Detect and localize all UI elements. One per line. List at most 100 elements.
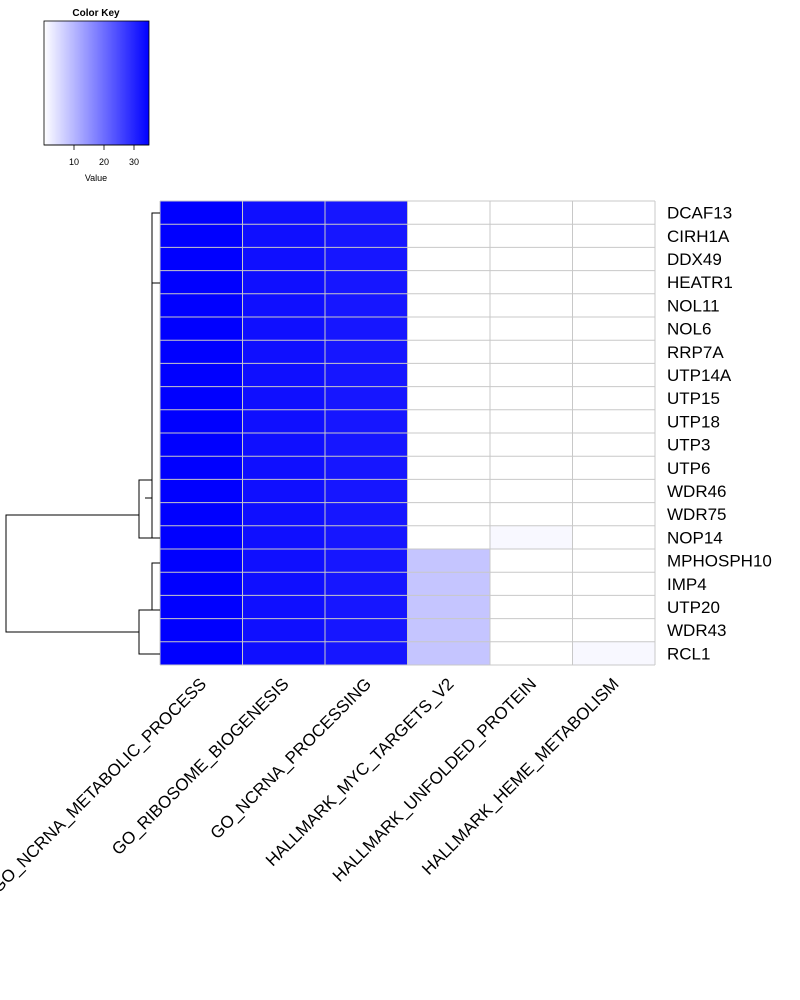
heatmap-cell [242,572,325,596]
heatmap-cell [572,247,655,271]
heatmap-cell [242,456,325,480]
color-key-tick-label: 20 [99,157,109,167]
heatmap-cell [160,317,243,341]
heatmap-cell [325,433,408,457]
heatmap-cell [572,201,655,225]
heatmap-cell [242,340,325,364]
heatmap-cell [242,595,325,619]
heatmap-cell [407,502,490,526]
heatmap-cell [490,572,573,596]
heatmap-cell [572,386,655,410]
heatmap-cell [407,409,490,433]
dendrogram-root [5,514,139,633]
heatmap-cell [572,293,655,317]
heatmap-cell [160,456,243,480]
row-label: IMP4 [667,575,707,594]
heatmap-cell [160,502,243,526]
heatmap-cell [325,317,408,341]
heatmap-cell [490,595,573,619]
heatmap-cell [242,549,325,573]
row-label: CIRH1A [667,227,730,246]
row-dendrogram [5,212,160,655]
heatmap-cell [490,479,573,503]
row-label: RCL1 [667,644,710,663]
heatmap-cell [407,525,490,549]
heatmap-cell [160,572,243,596]
heatmap-cell [572,363,655,387]
heatmap-cell [407,317,490,341]
heatmap-cell [572,224,655,248]
heatmap-cell [572,409,655,433]
heatmap-cell [490,549,573,573]
heatmap-cell [242,502,325,526]
row-label: NOP14 [667,528,723,547]
heatmap-cell [325,479,408,503]
heatmap-cell [407,340,490,364]
heatmap-cell [490,340,573,364]
row-label: UTP15 [667,389,720,408]
row-label: MPHOSPH10 [667,552,772,571]
dendrogram-branch-top [151,212,160,539]
heatmap-cell [160,224,243,248]
heatmap-cell [160,479,243,503]
color-key-xlabel: Value [85,173,107,183]
heatmap-cell [572,502,655,526]
heatmap-cell [572,595,655,619]
heatmap-cell [407,247,490,271]
heatmap-cell [160,293,243,317]
heatmap-cell [242,270,325,294]
heatmap-cell [160,433,243,457]
heatmap-cell [407,433,490,457]
heatmap-cell [572,525,655,549]
heatmap-cell [325,293,408,317]
heatmap-cell [490,525,573,549]
color-key-gradient [43,20,150,146]
row-label: UTP18 [667,412,720,431]
heatmap-cell [242,317,325,341]
heatmap-cell [572,479,655,503]
heatmap-cell [325,409,408,433]
heatmap-cell [160,549,243,573]
heatmap-cell [490,293,573,317]
heatmap-cell [490,201,573,225]
dendrogram-branch-mid [138,479,152,539]
row-label: DDX49 [667,250,722,269]
row-label: UTP14A [667,366,732,385]
heatmap-cell [572,618,655,642]
heatmap-cell [325,502,408,526]
heatmap-cell [325,641,408,665]
heatmap-cell [407,618,490,642]
heatmap-cell [407,363,490,387]
color-key-tick-label: 30 [129,157,139,167]
heatmap-cell [325,595,408,619]
heatmap-cell [572,456,655,480]
heatmap-cell [325,224,408,248]
heatmap-cell [242,293,325,317]
heatmap-cell [160,340,243,364]
heatmap-cell [572,340,655,364]
heatmap-cell [407,479,490,503]
color-key-axis: 10 20 30 [44,144,149,167]
heatmap-cell [407,201,490,225]
heatmap-cell [572,433,655,457]
heatmap-cell [407,456,490,480]
heatmap-cell [325,525,408,549]
color-key: Color Key 10 20 30 Value [43,8,150,183]
column-label: GO_RIBOSOME_BIOGENESIS [108,674,292,858]
heatmap-cell [325,549,408,573]
heatmap-cell [325,270,408,294]
heatmap-cell [490,363,573,387]
row-label: WDR46 [667,482,727,501]
row-label: WDR75 [667,505,727,524]
heatmap-cell [490,641,573,665]
heatmap-cell [242,525,325,549]
row-label: UTP20 [667,598,720,617]
heatmap-cell [160,363,243,387]
heatmap-grid [159,200,656,666]
heatmap-cell [407,595,490,619]
heatmap-cell [242,433,325,457]
heatmap-cell [490,409,573,433]
heatmap-cell [407,572,490,596]
heatmap-cell [160,525,243,549]
